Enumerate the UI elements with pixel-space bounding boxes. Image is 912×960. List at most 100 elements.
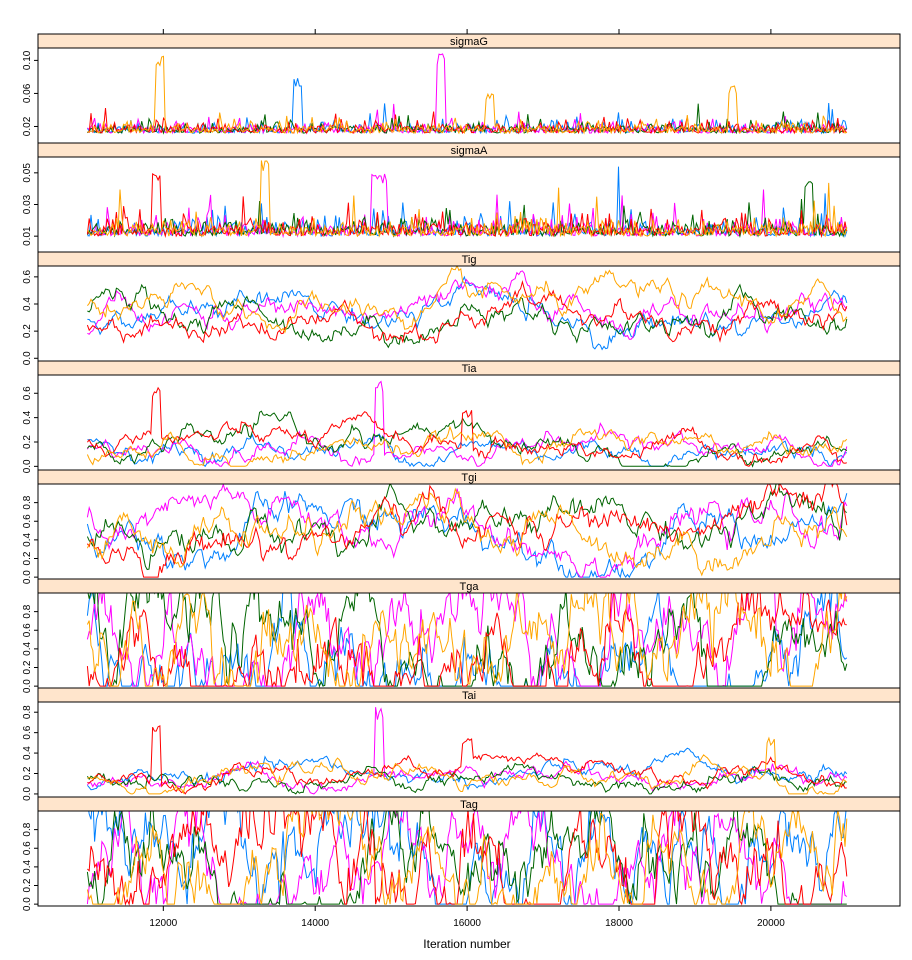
panel-Tag: Tag 0.0 0.2 0.4 0.6 0.8 xyxy=(22,796,901,911)
panel-Tig: Tig 0.0 0.2 0.4 0.6 xyxy=(22,251,901,365)
y-tick-label: 0.0 xyxy=(22,351,33,365)
trace-chain-5 xyxy=(86,593,848,687)
traces-Tia xyxy=(86,380,848,468)
panel-sigmaA: sigmaA 0.01 0.03 0.05 xyxy=(22,142,901,253)
trace-chain-5 xyxy=(86,487,848,577)
y-tick-label: 0.4 xyxy=(22,859,33,873)
traces-Tai xyxy=(86,707,848,795)
panels: sigmaG 0.02 0.06 0.10 sigmaA 0.01 0.03 0.05 Tig 0… xyxy=(22,33,901,911)
y-tick-label: 0.03 xyxy=(22,194,33,214)
y-tick-label: 0.8 xyxy=(22,705,33,719)
y-tick-label: 0.4 xyxy=(22,410,33,424)
y-tick-label: 0.0 xyxy=(22,787,33,801)
panel-Tgi: Tgi 0.0 0.2 0.4 0.6 0.8 xyxy=(22,469,901,584)
panel-Tai: Tai 0.0 0.2 0.4 0.6 0.8 xyxy=(22,687,901,801)
trace-chain-1 xyxy=(87,275,848,351)
y-tick-label: 0.4 xyxy=(22,297,33,311)
panel-frame-Tag xyxy=(37,810,901,907)
trace-chain-2 xyxy=(86,484,848,578)
y-tick-label: 0.2 xyxy=(22,551,33,565)
x-tick-label: 16000 xyxy=(453,918,481,929)
y-tick-label: 0.8 xyxy=(22,822,33,836)
y-tick-label: 0.8 xyxy=(22,495,33,509)
y-tick-label: 0.6 xyxy=(22,725,33,739)
traces-sigmaA xyxy=(86,160,848,239)
trace-chain-4 xyxy=(87,108,848,135)
x-axis-bottom: 12000 14000 16000 18000 20000 xyxy=(149,906,785,929)
y-tick-label: 0.0 xyxy=(22,679,33,693)
panel-Tga: Tga 0.0 0.2 0.4 0.6 0.8 xyxy=(22,578,901,693)
trace-chain-2 xyxy=(87,53,848,135)
y-tick-label: 0.2 xyxy=(22,435,33,449)
strip-label-Tgi: Tgi xyxy=(461,472,476,484)
traces-Tig xyxy=(86,266,848,351)
y-tick-label: 0.2 xyxy=(22,324,33,338)
y-tick-label: 0.6 xyxy=(22,514,33,528)
y-tick-label: 0.0 xyxy=(22,570,33,584)
panel-frame-Tig xyxy=(37,265,901,362)
trace-chain-4 xyxy=(87,811,848,906)
x-tick-label: 14000 xyxy=(301,918,329,929)
traces-Tgi xyxy=(86,484,848,579)
trace-chain-3 xyxy=(86,181,848,239)
strip-label-sigmaG: sigmaG xyxy=(450,36,488,48)
y-tick-label: 0.05 xyxy=(22,163,33,183)
traces-Tga xyxy=(86,593,848,688)
trace-chain-2 xyxy=(86,380,848,467)
y-tick-label: 0.0 xyxy=(22,897,33,911)
y-tick-label: 0.2 xyxy=(22,660,33,674)
strip-label-Tig: Tig xyxy=(462,254,477,266)
traces-Tag xyxy=(86,811,848,906)
y-tick-label: 0.2 xyxy=(22,878,33,892)
y-tick-label: 0.2 xyxy=(22,766,33,780)
strip-label-Tag: Tag xyxy=(460,799,478,811)
traces-sigmaG xyxy=(86,53,848,135)
y-tick-label: 0.01 xyxy=(22,226,33,246)
trace-chain-5 xyxy=(87,736,848,795)
y-tick-label: 0.06 xyxy=(22,83,33,103)
trace-chain-3 xyxy=(86,484,848,571)
trace-chain-3 xyxy=(87,593,848,688)
y-tick-label: 0.6 xyxy=(22,623,33,637)
trace-chain-4 xyxy=(86,484,848,578)
trace-chain-3 xyxy=(86,762,847,795)
trace-chain-4 xyxy=(86,279,848,344)
x-axis-top xyxy=(162,29,772,34)
strip-label-Tga: Tga xyxy=(460,581,480,593)
strip-label-Tai: Tai xyxy=(462,690,476,702)
x-tick-label: 18000 xyxy=(605,918,633,929)
panel-frame-Tgi xyxy=(37,483,901,580)
panel-frame-Tia xyxy=(37,374,901,471)
y-tick-label: 0.4 xyxy=(22,746,33,760)
panel-frame-sigmaA xyxy=(37,156,901,253)
x-tick-label: 20000 xyxy=(757,918,785,929)
trace-chain-5 xyxy=(87,266,848,334)
y-tick-label: 0.6 xyxy=(22,269,33,283)
panel-sigmaG: sigmaG 0.02 0.06 0.10 xyxy=(22,33,901,144)
trace-chain-1 xyxy=(88,811,847,906)
trace-chain-4 xyxy=(86,172,848,238)
trace-chain-3 xyxy=(87,283,848,349)
x-axis-label: Iteration number xyxy=(423,937,510,951)
trace-chain-4 xyxy=(87,386,847,467)
trace-chain-4 xyxy=(86,593,847,688)
trace-chain-5 xyxy=(87,160,848,238)
trace-chain-3 xyxy=(87,410,848,468)
y-tick-label: 0.4 xyxy=(22,532,33,546)
panel-Tia: Tia 0.0 0.2 0.4 0.6 xyxy=(22,360,901,473)
strip-label-sigmaA: sigmaA xyxy=(451,145,488,157)
trace-chain-5 xyxy=(86,425,848,467)
trace-chain-4 xyxy=(87,725,847,795)
y-tick-label: 0.02 xyxy=(22,116,33,136)
trace-chain-3 xyxy=(86,811,847,906)
y-tick-label: 0.0 xyxy=(22,459,33,473)
trace-chain-5 xyxy=(86,811,848,906)
trace-chain-2 xyxy=(86,707,848,795)
trace-chain-5 xyxy=(87,55,847,135)
y-tick-label: 0.6 xyxy=(22,386,33,400)
strip-label-Tia: Tia xyxy=(462,363,478,375)
trace-chain-2 xyxy=(86,811,848,905)
y-tick-label: 0.6 xyxy=(22,841,33,855)
x-tick-label: 12000 xyxy=(149,918,177,929)
